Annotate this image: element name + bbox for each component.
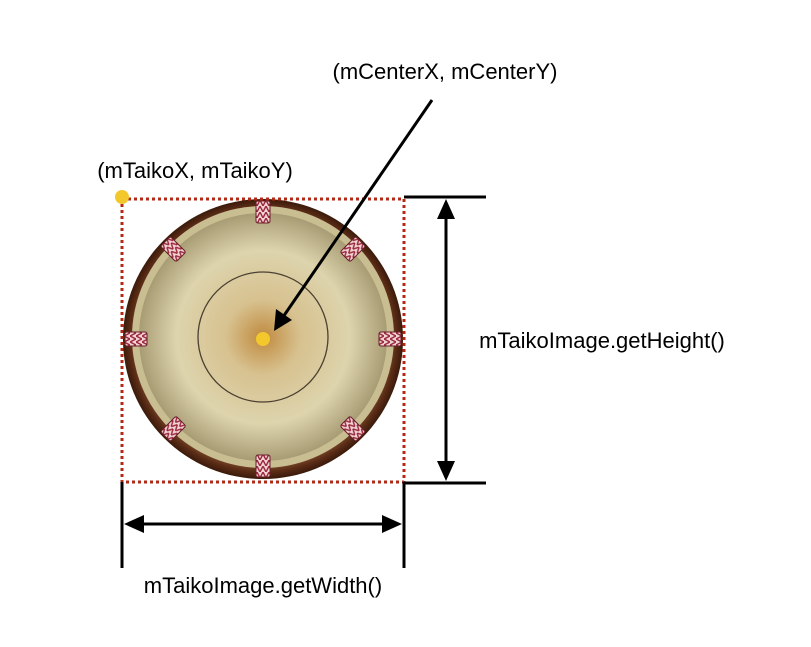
lacing-tab xyxy=(160,416,186,442)
drum-center-ring xyxy=(197,271,329,403)
height-dimension-arrow xyxy=(437,199,455,481)
center-pointer-arrow xyxy=(274,99,434,331)
lacing-tab xyxy=(255,454,271,478)
origin-label: (mTaikoX, mTaikoY) xyxy=(97,158,293,183)
center-marker xyxy=(256,332,270,346)
bounding-box xyxy=(120,197,406,484)
lacing-tab xyxy=(340,416,366,442)
width-label: mTaikoImage.getWidth() xyxy=(144,573,382,598)
lacing-tab xyxy=(124,331,148,347)
lacing-tab xyxy=(378,331,402,347)
height-label: mTaikoImage.getHeight() xyxy=(479,328,725,353)
lacing-tab xyxy=(160,236,186,262)
center-label: (mCenterX, mCenterY) xyxy=(333,59,558,84)
lacing-tab xyxy=(340,236,366,262)
width-dimension-arrow xyxy=(124,515,402,533)
origin-marker xyxy=(115,190,129,204)
drum-lacing xyxy=(124,200,402,478)
taiko-drum-image xyxy=(123,199,403,479)
lacing-tab xyxy=(255,200,271,224)
